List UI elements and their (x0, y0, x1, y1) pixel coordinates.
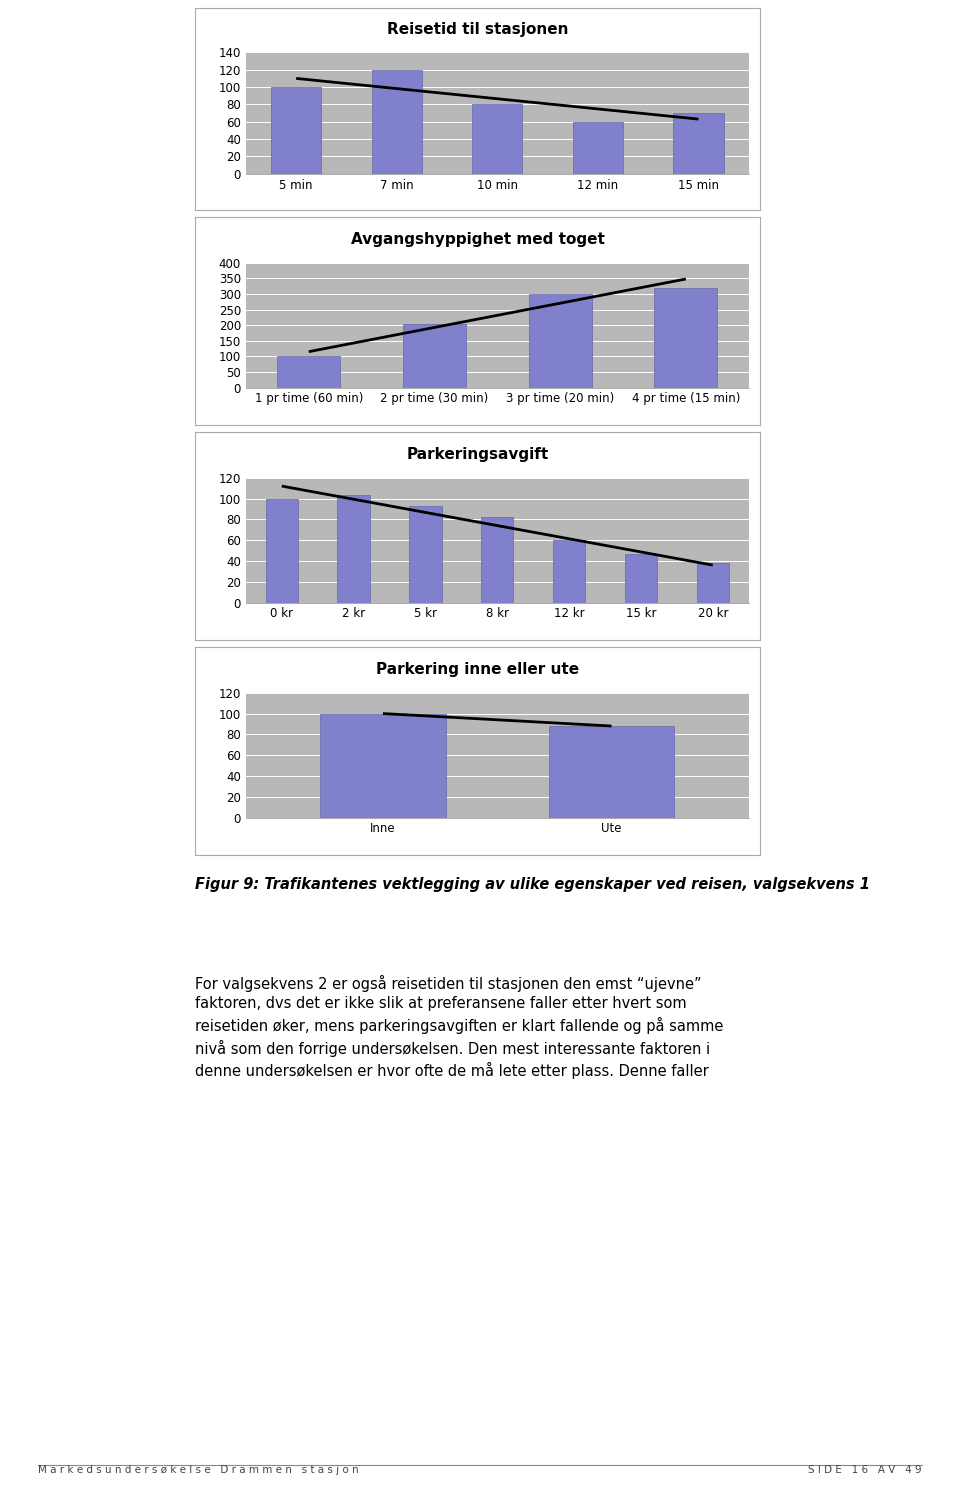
Bar (697, 563, 729, 603)
Text: Parkering inne eller ute: Parkering inne eller ute (376, 661, 579, 676)
Text: S I D E   1 6   A V   4 9: S I D E 1 6 A V 4 9 (808, 1465, 922, 1475)
Bar (573, 122, 623, 173)
Text: Parkeringsavgift: Parkeringsavgift (406, 446, 548, 461)
Bar (277, 357, 340, 388)
Bar (625, 554, 657, 603)
Text: Avgangshyppighet med toget: Avgangshyppighet med toget (350, 231, 605, 246)
Bar (320, 714, 445, 818)
Bar (472, 105, 522, 173)
Text: For valgsekvens 2 er også reisetiden til stasjonen den emst “ujevne”
faktoren, d: For valgsekvens 2 er også reisetiden til… (195, 975, 724, 1079)
Bar (529, 294, 591, 388)
Text: Reisetid til stasjonen: Reisetid til stasjonen (387, 22, 568, 37)
Bar (372, 70, 421, 173)
Bar (403, 324, 466, 388)
Bar (266, 499, 298, 603)
Bar (655, 288, 717, 388)
Bar (549, 726, 675, 818)
Bar (553, 540, 586, 603)
Text: Figur 9: Trafikantenes vektlegging av ulike egenskaper ved reisen, valgsekvens 1: Figur 9: Trafikantenes vektlegging av ul… (195, 878, 870, 893)
Bar (673, 113, 724, 173)
Bar (409, 506, 442, 603)
Bar (481, 517, 514, 603)
Bar (338, 496, 370, 603)
Text: M a r k e d s u n d e r s ø k e l s e   D r a m m e n   s t a s j o n: M a r k e d s u n d e r s ø k e l s e D … (38, 1465, 359, 1475)
Bar (271, 87, 322, 173)
